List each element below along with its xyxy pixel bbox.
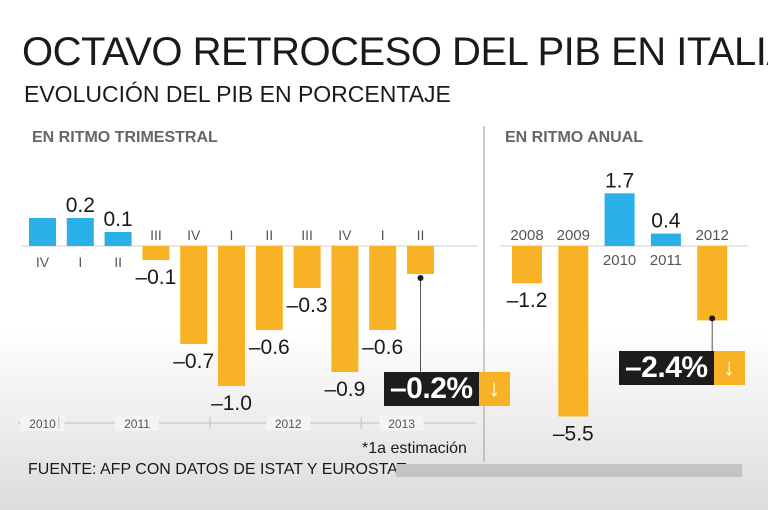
quarterly-leader-dot — [417, 275, 424, 281]
quarterly-bar — [180, 246, 208, 344]
annual-tick-label: 2012 — [696, 227, 729, 244]
arrow-down-icon: ↓ — [478, 372, 510, 406]
annual-tick-label: 2011 — [650, 252, 682, 269]
estimate-note: *1a estimación — [362, 440, 467, 457]
annual-value-label: –1.2 — [507, 289, 548, 312]
quarterly-panel-title: EN RITMO TRIMESTRAL — [32, 129, 218, 146]
quarterly-tick-label: III — [301, 227, 313, 243]
annual-tick-label: 2009 — [557, 227, 590, 244]
quarterly-tick-label: III — [150, 227, 162, 243]
source-text: FUENTE: AFP CON DATOS DE ISTAT Y EUROSTA… — [28, 461, 410, 478]
quarterly-value-label: –0.6 — [249, 336, 290, 359]
annual-value-label: 0.4 — [651, 210, 681, 233]
annual-value-label: 1.7 — [605, 169, 634, 192]
chart-title: OCTAVO RETROCESO DEL PIB EN ITALIA — [22, 30, 768, 74]
quarterly-tick-label: I — [230, 227, 234, 243]
arrow-down-icon: ↓ — [713, 351, 745, 385]
year-label-backdrop — [379, 415, 424, 431]
quarterly-bar — [104, 232, 132, 246]
annual-tick-label: 2010 — [603, 252, 636, 269]
annual-value-label: –5.5 — [553, 423, 594, 446]
quarterly-tick-label: IV — [187, 227, 201, 243]
quarterly-tick-label: II — [114, 254, 122, 270]
year-group-label: 2013 — [388, 417, 415, 431]
quarterly-highlight-callout: –0.2% ↓ — [384, 372, 510, 406]
year-label-backdrop — [115, 415, 159, 431]
quarterly-bar — [218, 246, 245, 386]
annual-highlight-value: –2.4% — [625, 351, 708, 384]
annual-bar — [604, 193, 635, 246]
quarterly-highlight-value: –0.2% — [390, 372, 473, 405]
chart-subtitle: EVOLUCIÓN DEL PIB EN PORCENTAJE — [24, 81, 451, 107]
quarterly-value-label: –0.1 — [135, 266, 176, 289]
quarterly-tick-label: II — [417, 227, 425, 243]
quarterly-value-label: –0.6 — [362, 336, 403, 359]
quarterly-value-label: 0.1 — [103, 208, 132, 231]
quarterly-bar — [142, 246, 170, 260]
year-label-backdrop — [20, 415, 65, 431]
quarterly-value-label: –0.3 — [287, 294, 328, 317]
quarterly-tick-label: I — [381, 227, 385, 243]
annual-bar — [558, 246, 589, 417]
annual-panel-title: EN RITMO ANUAL — [505, 129, 644, 146]
quarterly-value-label: –0.9 — [324, 378, 365, 401]
quarterly-bar — [407, 246, 434, 274]
quarterly-bar — [29, 218, 56, 246]
source-bar — [396, 464, 742, 477]
quarterly-bar — [66, 218, 94, 246]
year-label-backdrop — [266, 415, 311, 431]
quarterly-value-label: –0.7 — [173, 350, 214, 373]
quarterly-tick-label: II — [265, 227, 273, 243]
year-group-label: 2012 — [275, 417, 302, 431]
quarterly-value-label: –1.0 — [211, 392, 252, 415]
year-group-label: 2011 — [124, 417, 150, 431]
quarterly-tick-label: IV — [338, 227, 352, 243]
year-group-label: 2010 — [29, 417, 56, 431]
quarterly-value-label: 0.2 — [66, 194, 95, 217]
annual-bar — [512, 246, 542, 284]
quarterly-bar — [331, 246, 359, 372]
quarterly-bar — [369, 246, 397, 330]
quarterly-bar — [255, 246, 283, 330]
quarterly-bar — [293, 246, 321, 288]
annual-tick-label: 2008 — [510, 227, 543, 244]
annual-highlight-callout: –2.4% ↓ — [619, 351, 745, 385]
quarterly-tick-label: IV — [36, 254, 50, 270]
annual-bar — [650, 233, 681, 246]
annual-leader-dot — [709, 315, 716, 322]
annual-bar — [697, 246, 728, 321]
quarterly-tick-label: I — [78, 254, 82, 270]
